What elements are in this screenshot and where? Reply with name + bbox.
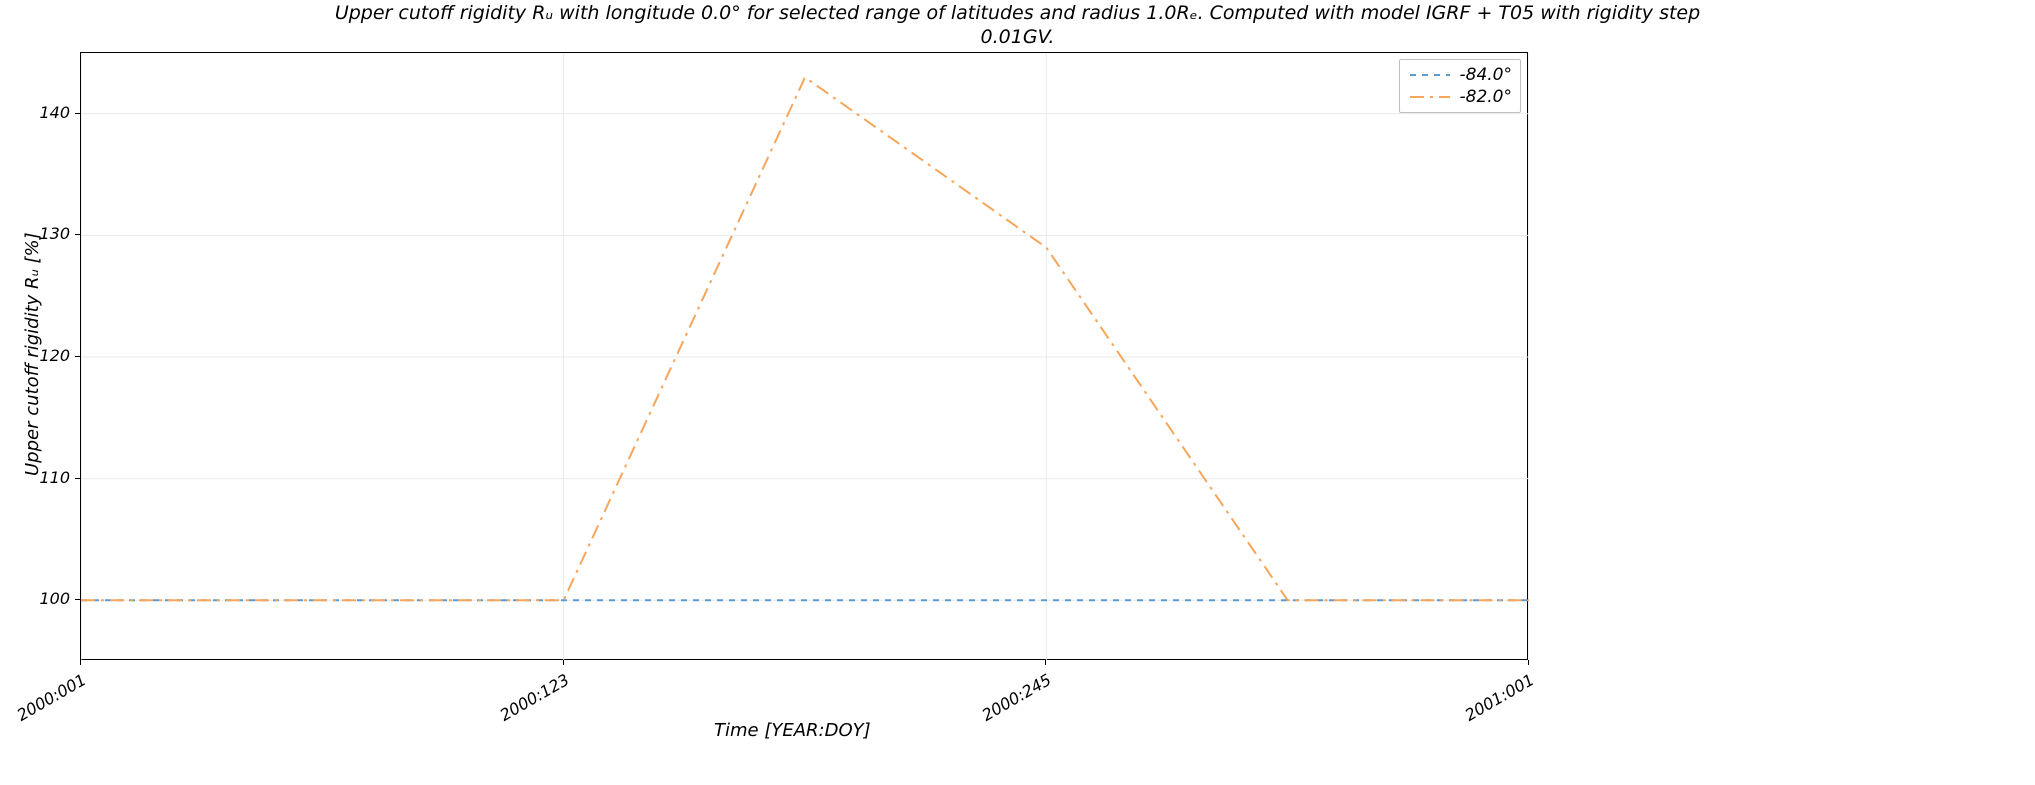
legend: -84.0°-82.0°	[1399, 59, 1522, 113]
chart-title: Upper cutoff rigidity Rᵤ with longitude …	[0, 2, 2035, 50]
figure: Upper cutoff rigidity Rᵤ with longitude …	[0, 0, 2035, 785]
x-tick-label: 2000:123	[493, 670, 572, 726]
legend-swatch	[1408, 88, 1452, 106]
x-tick-mark	[563, 660, 564, 665]
legend-item: -82.0°	[1408, 86, 1513, 108]
y-tick-mark	[75, 113, 80, 114]
x-tick-mark	[1528, 660, 1529, 665]
legend-label: -82.0°	[1460, 87, 1513, 107]
legend-label: -84.0°	[1460, 65, 1513, 85]
y-tick-mark	[75, 478, 80, 479]
x-tick-mark	[80, 660, 81, 665]
chart-title-line2: 0.01GV.	[981, 26, 1055, 48]
y-axis-label: Upper cutoff rigidity Rᵤ [%]	[22, 232, 43, 476]
x-tick-label: 2000:001	[11, 670, 90, 726]
y-tick-label: 140	[10, 103, 70, 122]
grid	[81, 53, 1529, 661]
y-tick-mark	[75, 599, 80, 600]
y-tick-mark	[75, 234, 80, 235]
y-tick-label: 100	[10, 589, 70, 608]
x-tick-label: 2000:245	[976, 670, 1055, 726]
legend-swatch	[1408, 66, 1452, 84]
legend-item: -84.0°	[1408, 64, 1513, 86]
series-line	[81, 77, 1529, 600]
series-lines	[81, 77, 1529, 600]
x-tick-mark	[1045, 660, 1046, 665]
chart-title-line1: Upper cutoff rigidity Rᵤ with longitude …	[335, 2, 1700, 24]
plot-area: -84.0°-82.0°	[80, 52, 1528, 660]
x-tick-label: 2001:001	[1459, 670, 1538, 726]
x-axis-label: Time [YEAR:DOY]	[714, 720, 871, 741]
plot-svg	[81, 53, 1529, 661]
y-tick-mark	[75, 356, 80, 357]
